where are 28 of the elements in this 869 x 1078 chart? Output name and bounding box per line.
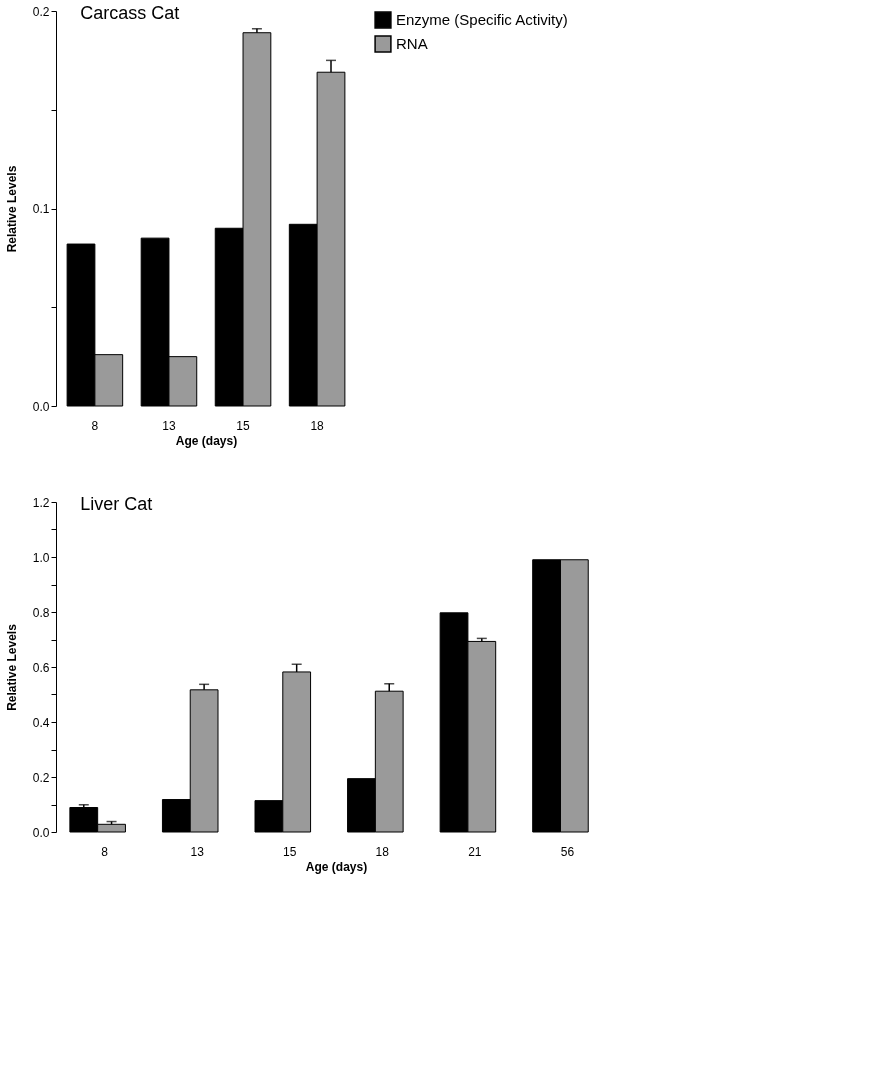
- y-tick-label: 0.0: [32, 825, 50, 840]
- x-tick-label: 13: [190, 844, 205, 859]
- legend-label: Enzyme (Specific Activity): [396, 11, 568, 28]
- y-tick-label: 0.0: [32, 399, 50, 414]
- y-tick-label: 0.8: [32, 605, 50, 620]
- legend-label: RNA: [396, 35, 428, 52]
- x-axis-title: Age (days): [305, 859, 368, 874]
- y-axis-title: Relative Levels: [4, 623, 19, 711]
- y-tick-label: 0.2: [32, 4, 50, 19]
- y-tick-label: 0.6: [32, 660, 50, 675]
- x-axis-title: Age (days): [175, 433, 238, 448]
- y-tick-label: 1.2: [32, 495, 50, 510]
- x-tick-label: 15: [236, 418, 251, 433]
- y-tick-label: 0.2: [32, 770, 50, 785]
- chart-title: Carcass Cat: [80, 3, 180, 23]
- x-tick-label: 8: [91, 418, 99, 433]
- y-tick-label: 0.4: [32, 715, 50, 730]
- x-tick-label: 8: [101, 844, 109, 859]
- y-tick-label: 1.0: [32, 550, 50, 565]
- y-tick-label: 0.1: [32, 202, 50, 216]
- x-tick-label: 15: [283, 844, 297, 859]
- chart-title: Liver Cat: [80, 494, 153, 514]
- x-tick-label: 18: [310, 418, 325, 433]
- x-tick-label: 18: [375, 844, 390, 859]
- y-axis-title: Relative Levels: [4, 165, 19, 253]
- x-tick-label: 21: [468, 844, 482, 859]
- x-tick-label: 56: [560, 844, 575, 859]
- x-tick-label: 13: [162, 418, 176, 433]
